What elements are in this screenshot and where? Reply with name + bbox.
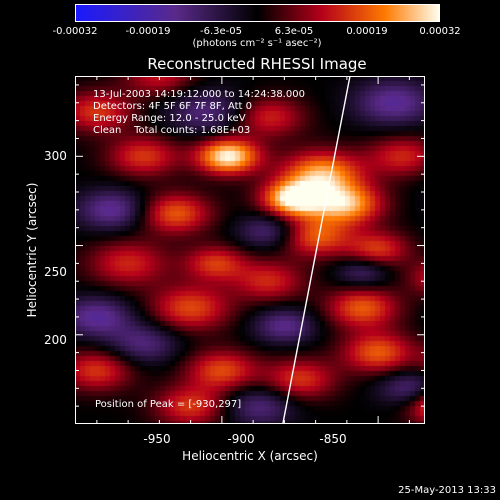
y-tick-label: 300 (44, 149, 67, 163)
colorbar-tick-label: -6.3e-05 (200, 26, 242, 37)
plot-frame (75, 76, 425, 424)
colorbar-tick-label: -0.00019 (125, 26, 171, 37)
colorbar-tick-label: 0.00019 (346, 26, 388, 37)
annotation-clean-counts: Clean Total counts: 1.68E+03 (93, 125, 250, 136)
timestamp: 25-May-2013 13:33 (398, 485, 496, 496)
limb-line (282, 76, 351, 424)
x-tick-label: -950 (143, 432, 171, 446)
chart-title: Reconstructed RHESSI Image (147, 55, 367, 73)
x-tick-label: -850 (319, 432, 347, 446)
plot-overlay: 13-Jul-2003 14:19:12.000 to 14:24:38.000… (75, 76, 425, 424)
x-axis-label: Heliocentric X (arcsec) (182, 449, 318, 463)
annotation-time-range: 13-Jul-2003 14:19:12.000 to 14:24:38.000 (93, 89, 305, 100)
colorbar-tick-label: -0.00032 (52, 26, 98, 37)
y-axis-label: Heliocentric Y (arcsec) (25, 182, 39, 318)
colorbar-frame (75, 4, 440, 22)
colorbar (75, 4, 440, 22)
colorbar-tick-label: 6.3e-05 (274, 26, 314, 37)
y-tick-label: 200 (44, 333, 67, 347)
colorbar-units: (photons cm⁻² s⁻¹ asec⁻²) (192, 38, 322, 49)
heatmap-image (75, 76, 425, 424)
x-tick-label: -900 (227, 432, 255, 446)
y-ticks (75, 84, 425, 407)
peak-position-label: Position of Peak = [-930,297] (95, 399, 241, 410)
x-ticks (96, 76, 410, 424)
colorbar-tick-label: 0.00032 (419, 26, 461, 37)
annotation-detectors: Detectors: 4F 5F 6F 7F 8F, Att 0 (93, 101, 252, 112)
y-tick-label: 250 (44, 265, 67, 279)
annotation-energy-range: Energy Range: 12.0 - 25.0 keV (93, 113, 246, 124)
